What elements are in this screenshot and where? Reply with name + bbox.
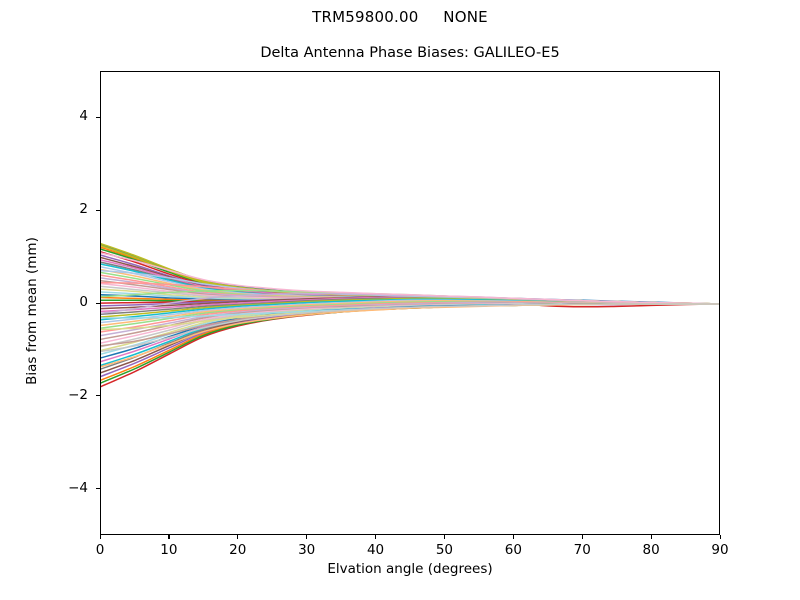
x-axis-label: Elvation angle (degrees)	[327, 561, 493, 577]
y-tick-label: 0	[79, 294, 88, 310]
x-tick-label: 50	[435, 542, 454, 558]
x-tick-label: 70	[573, 542, 591, 558]
x-tick-mark	[237, 535, 239, 539]
x-tick-label: 30	[298, 542, 316, 558]
x-tick-mark	[168, 535, 170, 539]
x-tick-label: 90	[711, 542, 729, 558]
series-line	[101, 303, 719, 353]
y-tick-mark	[96, 302, 100, 304]
x-tick-mark	[581, 535, 583, 539]
series-line	[101, 252, 719, 305]
x-tick-label: 80	[642, 542, 660, 558]
x-tick-label: 10	[160, 542, 178, 558]
x-tick-label: 20	[229, 542, 247, 558]
x-tick-mark	[99, 535, 101, 539]
plot-area	[100, 71, 720, 535]
y-tick-mark	[96, 209, 100, 211]
y-tick-label: −4	[68, 479, 88, 496]
x-tick-mark	[443, 535, 446, 539]
y-axis-label: Bias from mean (mm)	[24, 237, 40, 385]
x-tick-mark	[306, 535, 308, 539]
x-tick-mark	[512, 535, 514, 539]
x-tick-mark	[650, 535, 652, 539]
y-tick-label: 4	[79, 108, 88, 125]
y-tick-mark	[96, 116, 100, 119]
chart-title: Delta Antenna Phase Biases: GALILEO-E5	[260, 45, 560, 61]
x-tick-label: 40	[366, 542, 385, 558]
x-tick-mark	[375, 535, 377, 539]
y-tick-label: 2	[79, 201, 88, 218]
x-tick-label: 60	[504, 542, 522, 558]
figure-suptitle: TRM59800.00 NONE	[312, 8, 488, 26]
x-tick-mark	[719, 535, 721, 539]
y-tick-mark	[96, 395, 100, 397]
y-tick-mark	[96, 488, 100, 490]
series-lines-svg	[101, 242, 719, 388]
y-tick-label: −2	[68, 386, 88, 403]
x-tick-label: 0	[95, 542, 105, 558]
